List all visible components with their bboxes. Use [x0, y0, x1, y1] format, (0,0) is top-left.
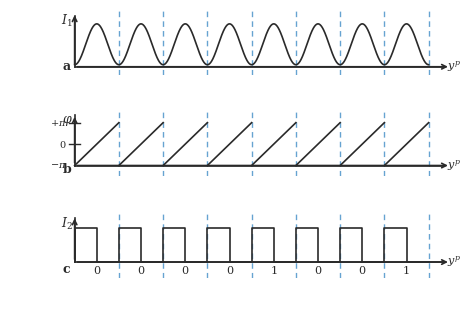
Text: 0: 0	[93, 266, 101, 276]
Text: $\mathbf{b}$: $\mathbf{b}$	[62, 162, 73, 176]
Text: $y^p$: $y^p$	[447, 255, 461, 269]
Text: $-\pi$: $-\pi$	[50, 161, 67, 170]
Text: 1: 1	[270, 266, 278, 276]
Text: $+\pi$: $+\pi$	[50, 118, 67, 128]
Text: 0: 0	[226, 266, 233, 276]
Text: $I_1$: $I_1$	[61, 13, 72, 29]
Text: 0: 0	[314, 266, 321, 276]
Text: $\varphi$: $\varphi$	[62, 114, 72, 128]
Text: $y^p$: $y^p$	[447, 60, 461, 74]
Text: $y^p$: $y^p$	[447, 158, 461, 173]
Text: $I_2$: $I_2$	[60, 216, 72, 232]
Text: 1: 1	[403, 266, 410, 276]
Text: 0: 0	[182, 266, 189, 276]
Text: $0$: $0$	[59, 138, 67, 150]
Text: $\mathbf{c}$: $\mathbf{c}$	[62, 263, 71, 276]
Text: 0: 0	[137, 266, 144, 276]
Text: $\mathbf{a}$: $\mathbf{a}$	[62, 60, 72, 73]
Text: 0: 0	[359, 266, 366, 276]
